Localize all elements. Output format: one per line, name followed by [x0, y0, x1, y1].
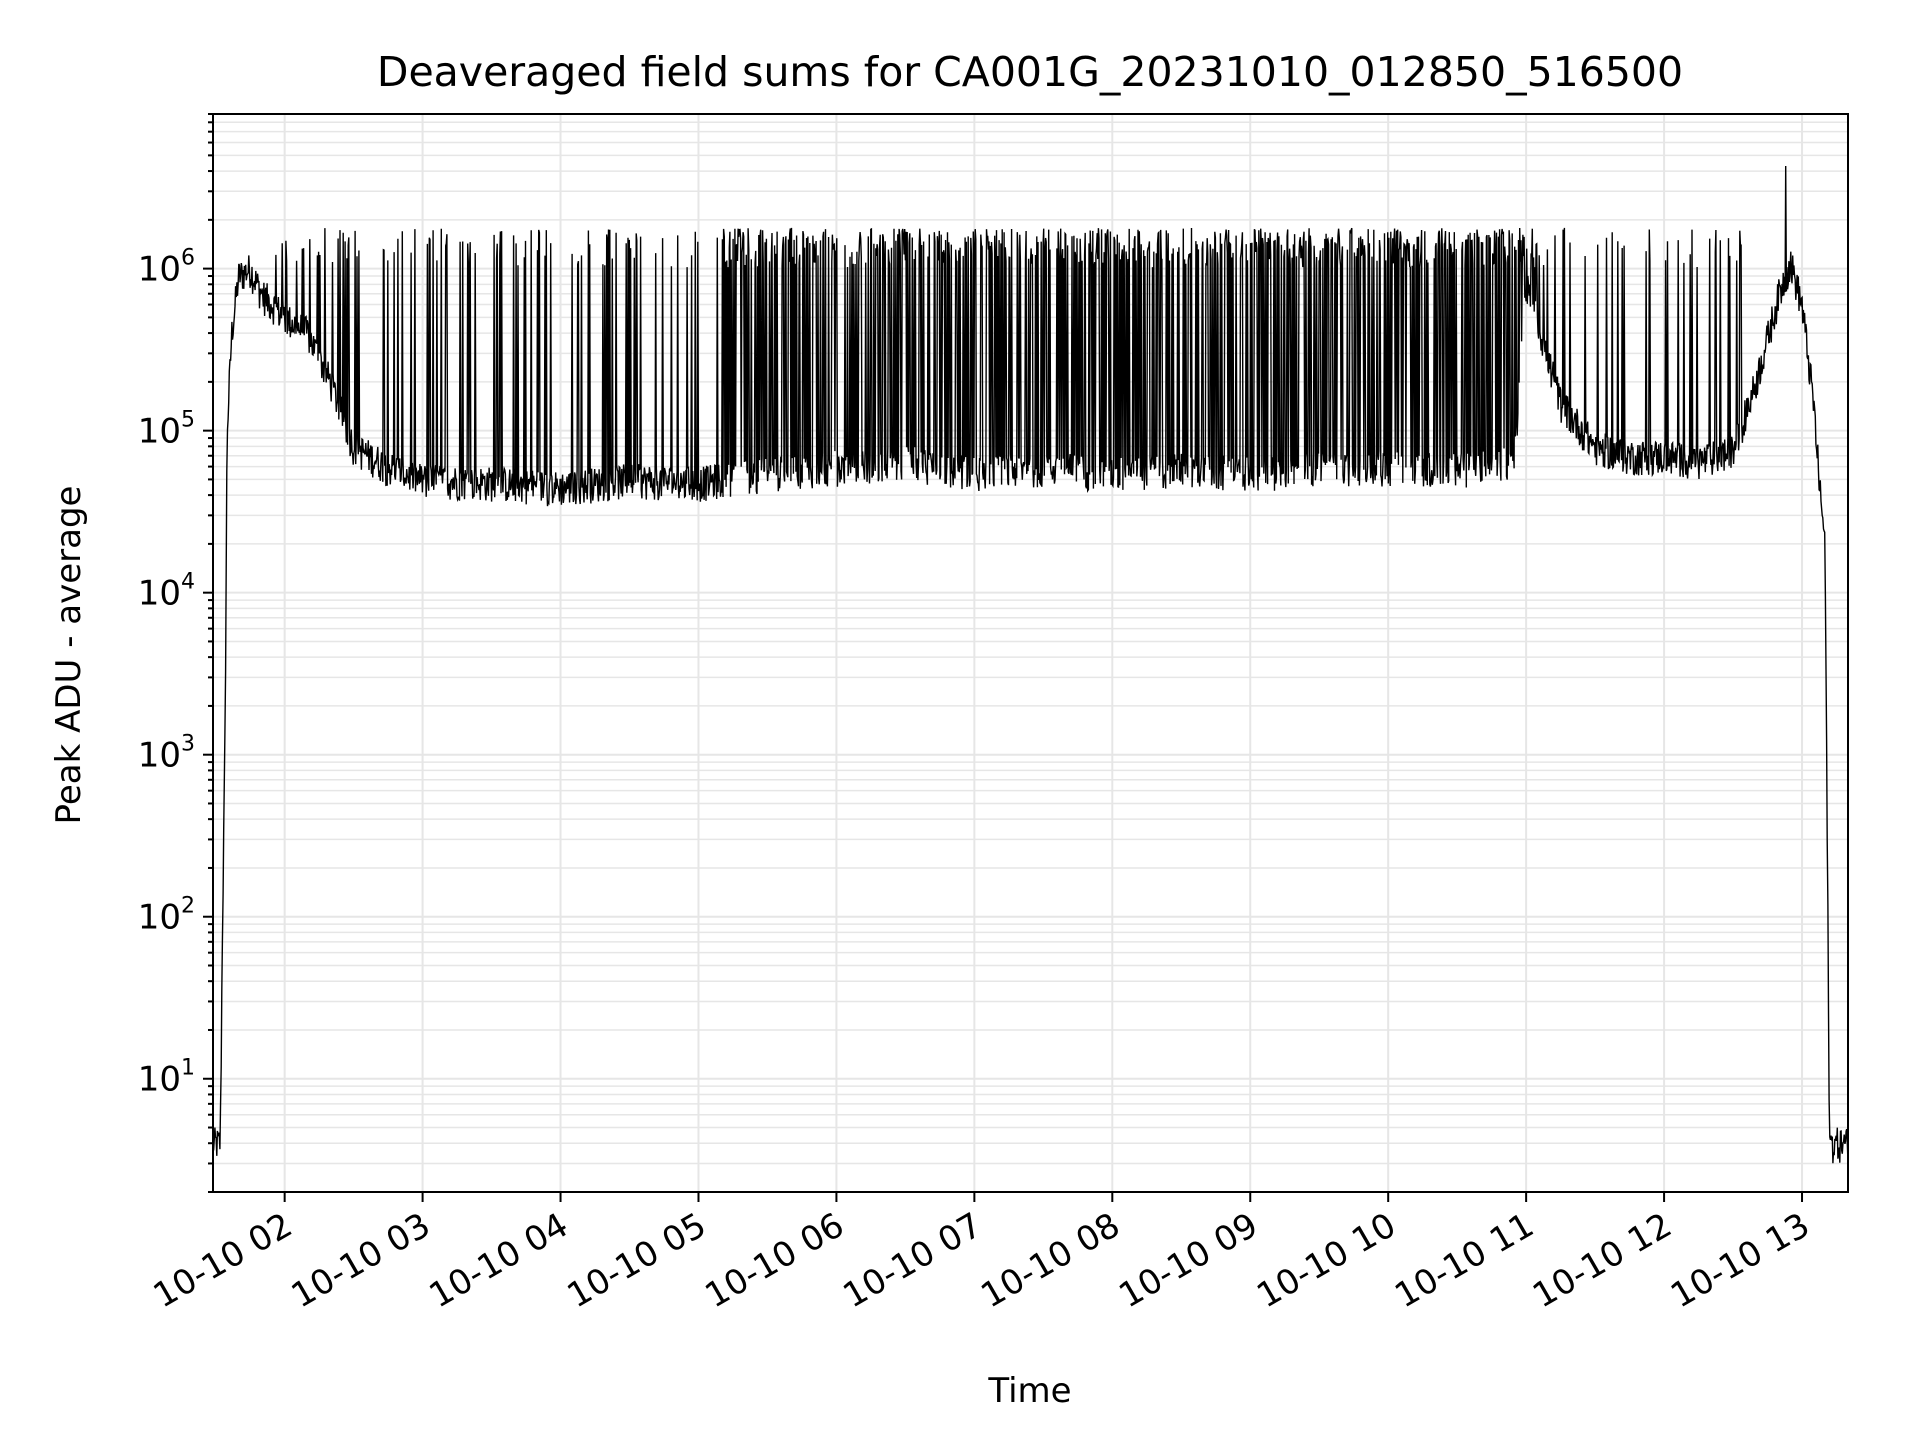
- y-tick-label: 102: [138, 894, 195, 938]
- y-tick-label: 105: [138, 408, 195, 452]
- y-tick-label: 104: [138, 570, 195, 614]
- y-tick-label: 103: [138, 732, 195, 776]
- plot-frame: [212, 113, 1849, 1193]
- x-axis-label: Time: [987, 1371, 1071, 1411]
- y-tick-label: 101: [138, 1056, 195, 1100]
- plot-area: [212, 165, 1849, 1164]
- series-line: [212, 165, 1849, 1164]
- y-axis: 101 102 103 104 105 106: [138, 113, 213, 1193]
- y-axis-label: Peak ADU - average: [49, 486, 89, 825]
- grid: [213, 113, 1848, 1193]
- chart-title: Deaveraged field sums for CA001G_2023101…: [377, 48, 1683, 96]
- y-tick-label: 106: [138, 246, 195, 290]
